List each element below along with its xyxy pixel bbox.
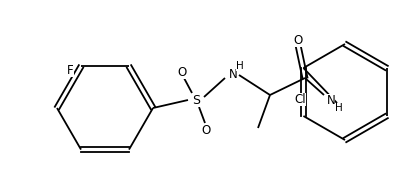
Text: O: O xyxy=(201,124,211,136)
Text: N: N xyxy=(229,68,237,81)
Text: Cl: Cl xyxy=(295,93,306,106)
Text: O: O xyxy=(294,33,303,47)
Text: S: S xyxy=(192,93,200,107)
Text: H: H xyxy=(335,103,343,113)
Text: F: F xyxy=(67,64,74,77)
Text: O: O xyxy=(177,65,187,79)
Text: H: H xyxy=(236,61,244,71)
Text: N: N xyxy=(327,93,335,107)
